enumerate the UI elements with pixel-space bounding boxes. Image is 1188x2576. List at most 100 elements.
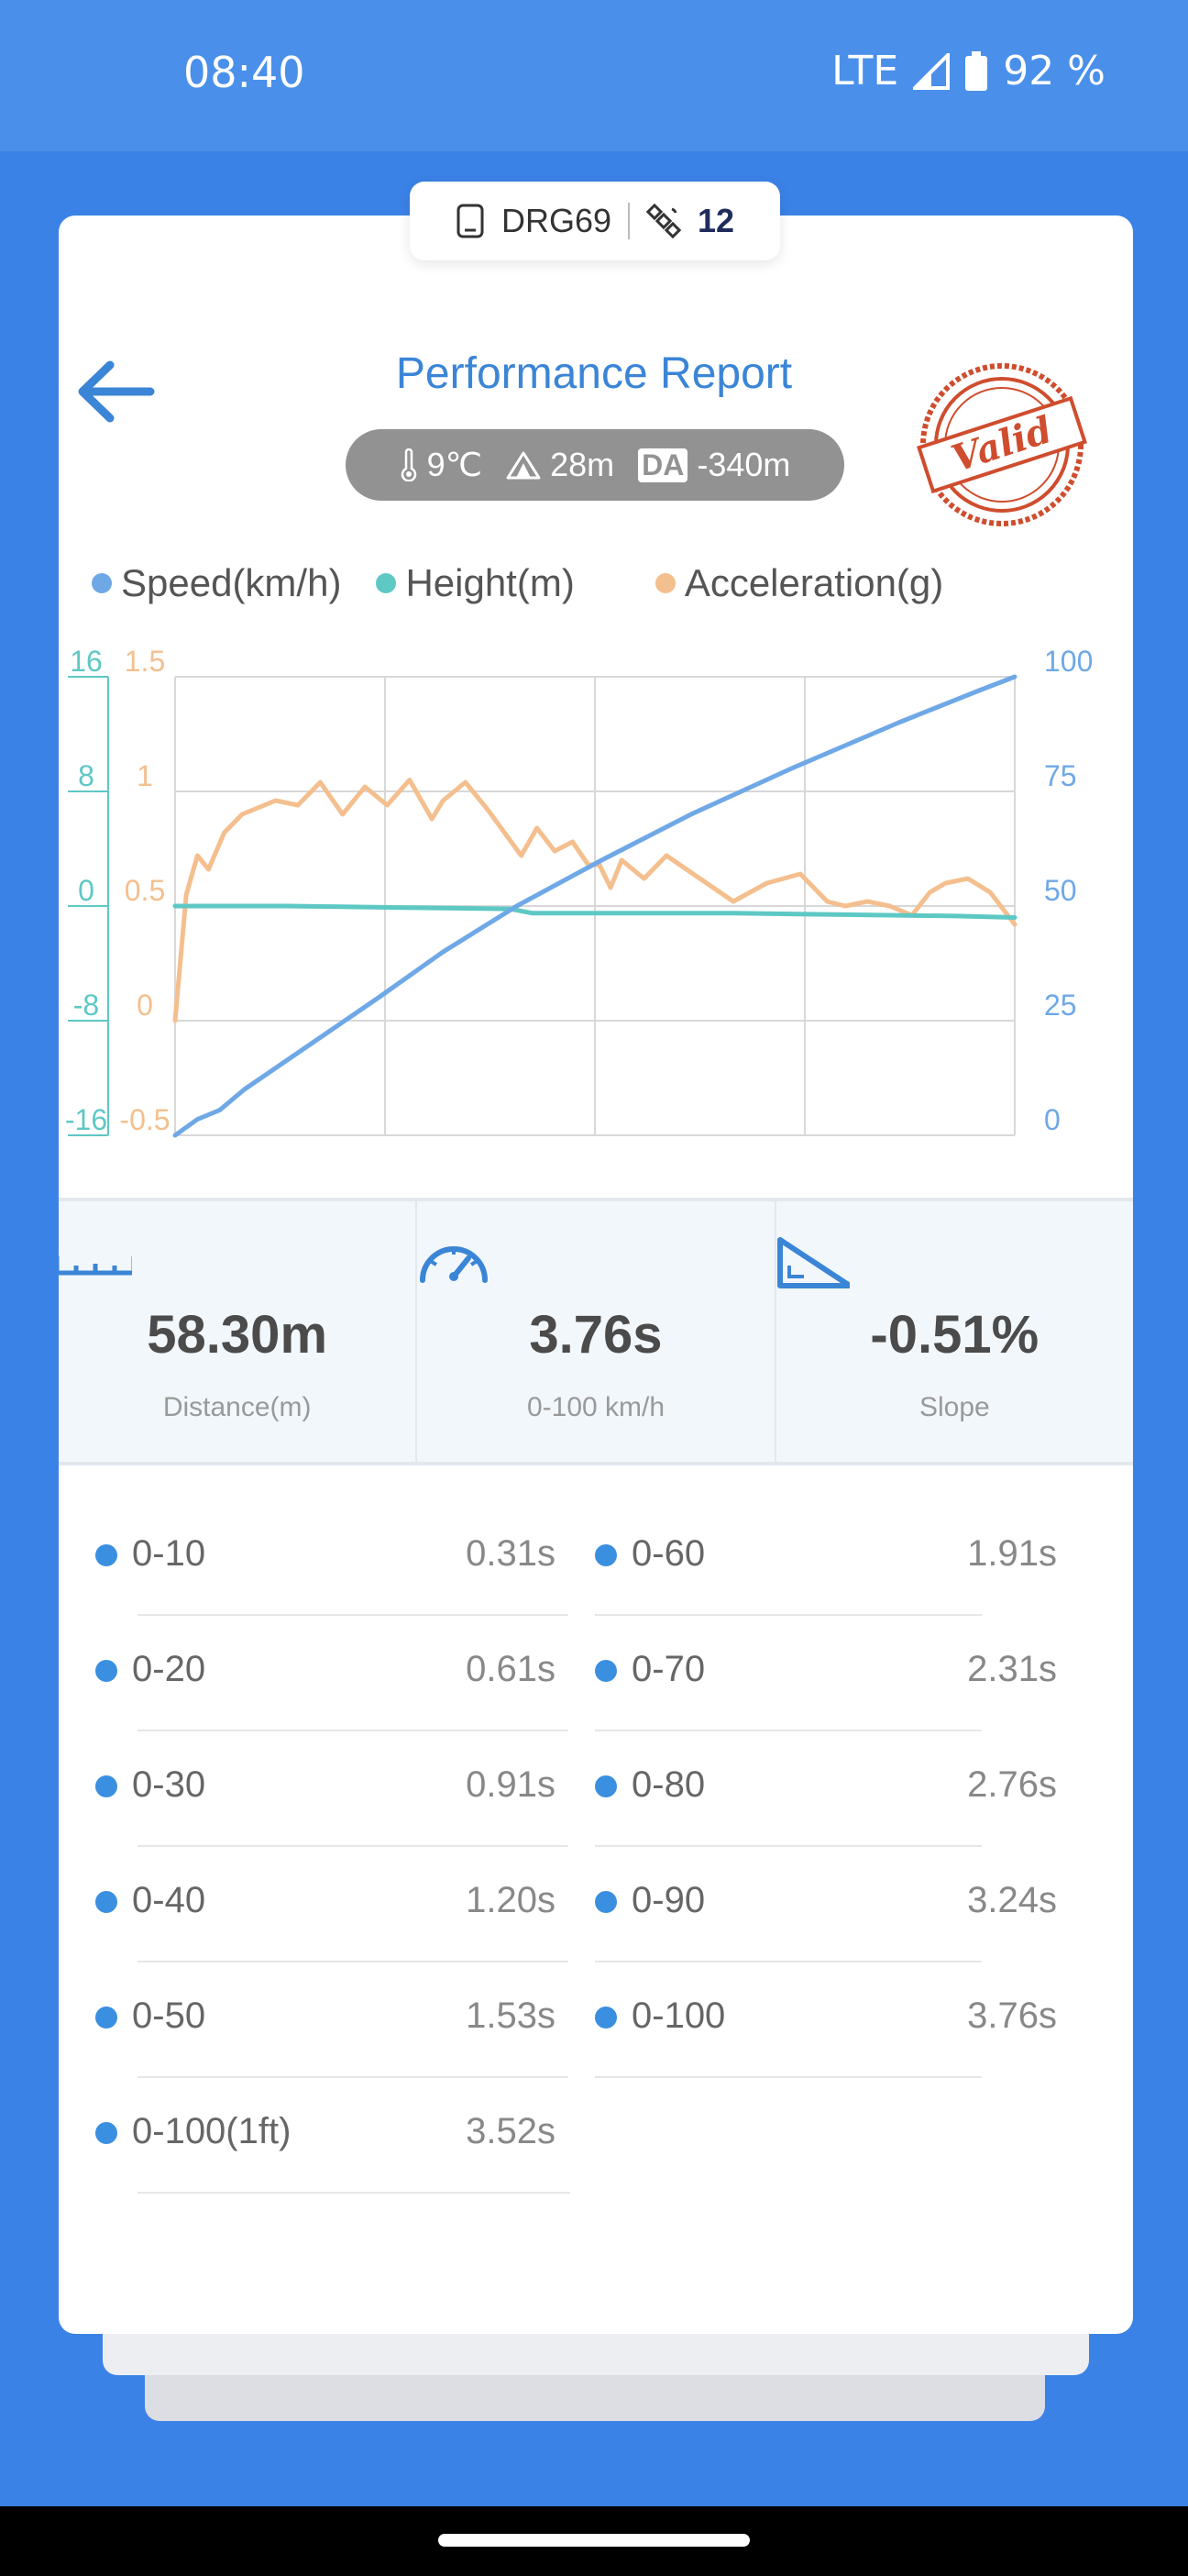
distance-value: 58.30m xyxy=(147,1305,328,1365)
row-divider xyxy=(595,1614,982,1616)
split-row: 0-50 1.53s xyxy=(95,1962,568,2078)
status-bar: 08:40 LTE 92 % xyxy=(0,0,1188,151)
acceleration-tick-label: 1 xyxy=(137,759,153,792)
speed-tick-label: 25 xyxy=(1044,989,1077,1022)
split-row: 0-40 1.20s xyxy=(95,1847,568,1962)
temperature-value: 9℃ xyxy=(426,446,483,483)
split-name: 0-50 xyxy=(132,1996,206,2036)
satellite-count: 12 xyxy=(698,202,735,239)
bullet-icon xyxy=(95,1660,117,1682)
split-time: 3.76s xyxy=(967,1996,1057,2036)
status-right: LTE 92 % xyxy=(831,48,1106,94)
home-handle[interactable] xyxy=(438,2534,750,2547)
split-name: 0-70 xyxy=(632,1649,706,1689)
acceleration-tick-label: 0 xyxy=(137,989,153,1022)
environment-pill: 9℃ 28m DA -340m xyxy=(346,429,844,501)
bullet-icon xyxy=(95,1544,117,1566)
bullet-icon xyxy=(595,1775,617,1797)
split-row: 0-60 1.91s xyxy=(595,1500,1057,1616)
height-tick-label: 16 xyxy=(70,645,103,678)
bullet-icon xyxy=(595,1660,617,1682)
split-row: 0-70 2.31s xyxy=(595,1616,1057,1731)
split-name: 0-40 xyxy=(132,1880,206,1920)
acceleration-tick-label: -0.5 xyxy=(119,1103,170,1136)
legend-dot-speed xyxy=(92,573,112,593)
slope-icon xyxy=(776,1237,850,1288)
bullet-icon xyxy=(595,1891,617,1913)
speedometer-icon xyxy=(420,1246,489,1283)
chart-legend: Speed(km/h) Height(m) Acceleration(g) xyxy=(92,561,978,605)
status-time: 08:40 xyxy=(183,48,305,97)
speed-tick-label: 75 xyxy=(1044,759,1077,792)
row-divider xyxy=(138,1614,568,1616)
split-name: 0-60 xyxy=(632,1533,706,1574)
split-time: 0.91s xyxy=(466,1764,556,1805)
split-row: 0-100 3.76s xyxy=(595,1962,1057,2078)
device-pill[interactable]: DRG69 12 xyxy=(410,182,780,260)
legend-item-acceleration: Acceleration(g) xyxy=(654,561,943,605)
temperature-item: 9℃ xyxy=(400,446,482,484)
back-arrow-icon[interactable] xyxy=(75,359,158,424)
altitude-value: 28m xyxy=(550,446,615,483)
stat-slope: -0.51% Slope xyxy=(776,1201,1133,1462)
row-divider xyxy=(138,1961,568,1962)
split-row: 0-30 0.91s xyxy=(95,1731,568,1847)
bullet-icon xyxy=(95,1891,117,1913)
zero-to-hundred-label: 0-100 km/h xyxy=(526,1392,666,1422)
speed-tick-label: 50 xyxy=(1044,874,1077,907)
device-icon xyxy=(456,204,484,238)
legend-item-speed: Speed(km/h) xyxy=(92,561,341,605)
split-row: 0-10 0.31s xyxy=(95,1500,568,1616)
split-row: 0-80 2.76s xyxy=(595,1731,1057,1847)
speed-tick-label: 0 xyxy=(1044,1103,1061,1136)
legend-label-speed: Speed(km/h) xyxy=(121,561,342,604)
bullet-icon xyxy=(595,2007,617,2029)
bullet-icon xyxy=(95,2007,117,2029)
split-time: 2.31s xyxy=(967,1649,1057,1689)
slope-label: Slope xyxy=(918,1392,990,1422)
ruler-icon xyxy=(59,1256,132,1276)
split-time: 2.76s xyxy=(967,1764,1057,1805)
signal-icon xyxy=(913,52,951,90)
row-divider xyxy=(138,2192,570,2194)
row-divider xyxy=(595,2076,982,2078)
network-label: LTE xyxy=(831,48,899,94)
battery-icon xyxy=(965,50,988,91)
page-title: Performance Report xyxy=(395,349,793,398)
zero-to-hundred-value: 3.76s xyxy=(529,1305,663,1365)
battery-level: 92 % xyxy=(1003,48,1106,94)
split-time: 1.53s xyxy=(466,1996,556,2036)
speed-tick-label: 100 xyxy=(1044,645,1093,678)
bullet-icon xyxy=(595,1544,617,1566)
split-row: 0-20 0.61s xyxy=(95,1616,568,1731)
stat-distance: 58.30m Distance(m) xyxy=(59,1201,418,1462)
height-tick-label: 8 xyxy=(78,759,94,792)
acceleration-series-line xyxy=(172,778,1018,1023)
height-tick-label: 0 xyxy=(78,874,94,907)
height-tick-label: -16 xyxy=(65,1103,107,1136)
performance-chart: 16 8 0 -8 -16 1.5 1 0.5 0 -0.5 100 75 50 25 0 xyxy=(65,645,1093,1138)
slope-value: -0.51% xyxy=(870,1305,1040,1365)
speed-series-line xyxy=(172,674,1018,1138)
legend-label-height: Height(m) xyxy=(405,561,575,604)
split-time: 0.61s xyxy=(466,1649,556,1689)
bullet-icon xyxy=(95,1775,117,1797)
divider xyxy=(628,203,630,239)
mountain-icon xyxy=(506,451,541,480)
density-altitude-item: DA -340m xyxy=(638,446,790,484)
density-altitude-value: -340m xyxy=(697,446,791,483)
split-name: 0-30 xyxy=(132,1764,206,1805)
row-divider xyxy=(595,1845,982,1847)
split-row: 0-100(1ft) 3.52s xyxy=(95,2078,570,2194)
navigation-bar xyxy=(0,2506,1188,2576)
split-name: 0-100(1ft) xyxy=(132,2111,292,2151)
split-name: 0-100 xyxy=(632,1996,726,2036)
split-time: 3.24s xyxy=(967,1880,1057,1920)
legend-dot-acceleration xyxy=(654,573,676,593)
bullet-icon xyxy=(95,2122,117,2144)
distance-label: Distance(m) xyxy=(162,1392,312,1422)
height-tick-label: -8 xyxy=(73,989,99,1022)
acceleration-tick-label: 1.5 xyxy=(125,645,165,678)
valid-stamp: Valid xyxy=(917,363,1087,526)
row-divider xyxy=(595,1961,982,1962)
